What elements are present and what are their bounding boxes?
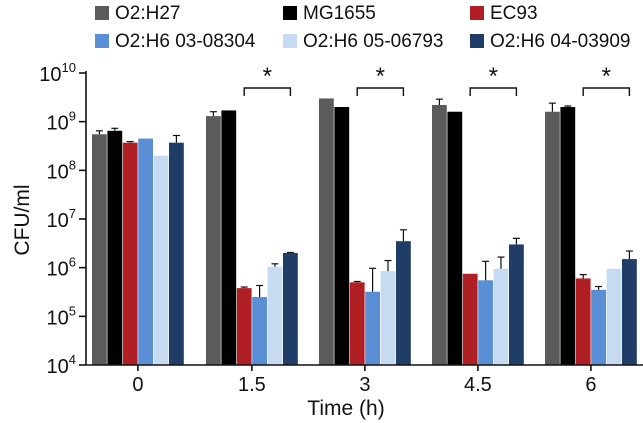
bar <box>396 241 411 365</box>
x-tick-label: 1.5 <box>238 374 266 396</box>
significance-marker: * <box>263 63 272 90</box>
bar <box>267 266 283 365</box>
y-tick-label: 107 <box>47 206 76 232</box>
bars <box>92 98 637 366</box>
bar <box>545 111 560 366</box>
y-tick-label: 1010 <box>39 60 76 86</box>
significance-bracket <box>582 87 631 96</box>
bar <box>462 273 478 365</box>
bar <box>575 278 591 365</box>
bar <box>92 134 107 365</box>
legend-swatch <box>95 6 109 20</box>
bar <box>365 291 380 365</box>
bar <box>221 110 237 366</box>
bar <box>319 98 334 365</box>
legend-label: O2:H6 03-08304 <box>115 31 256 52</box>
y-axis-label: CFU/ml <box>11 184 34 255</box>
legend-swatch <box>470 6 484 20</box>
bar <box>122 142 138 365</box>
y-axis: 104 105 106 107 108 109 1010 <box>39 60 87 378</box>
x-axis-label: Time (h) <box>307 397 384 420</box>
bar <box>591 289 606 365</box>
legend-label: O2:H27 <box>115 3 180 24</box>
bar <box>493 268 509 365</box>
bar <box>606 268 622 365</box>
bar <box>432 105 447 365</box>
y-tick-label: 109 <box>47 109 76 135</box>
significance-bracket <box>356 87 405 96</box>
x-tick-label: 6 <box>585 374 596 396</box>
legend-swatch <box>283 6 297 20</box>
significance-marker: * <box>489 63 498 90</box>
bar <box>107 130 123 365</box>
y-tick-label: 105 <box>47 303 76 329</box>
legend-label: O2:H6 04-03909 <box>490 31 631 52</box>
bar <box>153 155 169 365</box>
y-tick-label: 108 <box>47 157 76 183</box>
significance-marker: * <box>376 63 385 90</box>
significance-bracket <box>243 87 292 96</box>
bar <box>380 271 396 365</box>
bar <box>349 282 365 365</box>
bar <box>283 253 298 365</box>
legend-swatch <box>283 34 297 48</box>
legend-label: MG1655 <box>303 3 376 24</box>
legend-label: EC93 <box>490 3 538 24</box>
bar <box>169 142 184 365</box>
bar <box>478 280 493 365</box>
legend-swatch <box>470 34 484 48</box>
x-axis: 0 1.5 3 4.5 6 <box>86 364 643 396</box>
bar <box>236 288 252 365</box>
significance-brackets: * * * * <box>243 63 631 96</box>
legend-swatch <box>95 34 109 48</box>
y-tick-label: 104 <box>47 352 76 378</box>
bar <box>560 107 576 365</box>
bar <box>252 296 267 365</box>
bar <box>206 116 221 365</box>
significance-marker: * <box>602 63 611 90</box>
legend-label: O2:H6 05-06793 <box>303 31 444 52</box>
x-tick-label: 3 <box>359 374 370 396</box>
x-tick-label: 4.5 <box>464 374 492 396</box>
legend: O2:H27 MG1655 EC93 O2:H6 03-08304 O2:H6 05-0… <box>95 3 631 52</box>
bar <box>622 259 637 365</box>
x-tick-label: 0 <box>132 374 143 396</box>
bar <box>334 107 350 365</box>
y-tick-label: 106 <box>47 255 76 281</box>
bar <box>138 138 153 365</box>
bar <box>447 111 463 366</box>
significance-bracket <box>469 87 518 96</box>
bar <box>509 244 524 365</box>
